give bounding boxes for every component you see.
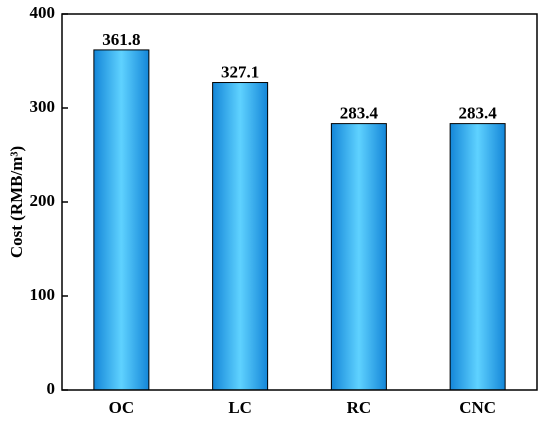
bar bbox=[212, 82, 269, 391]
value-label: 361.8 bbox=[102, 30, 140, 49]
bar bbox=[449, 123, 506, 391]
plot-frame bbox=[61, 13, 538, 391]
x-tick-label: CNC bbox=[459, 398, 496, 417]
y-tick-label: 300 bbox=[30, 97, 56, 116]
bar bbox=[330, 123, 387, 391]
bar bbox=[93, 49, 150, 391]
y-axis-label: Cost (RMB/m³) bbox=[7, 146, 26, 258]
value-label: 327.1 bbox=[221, 62, 259, 81]
x-tick-label: OC bbox=[109, 398, 135, 417]
y-tick-label: 200 bbox=[30, 191, 56, 210]
x-tick-label: RC bbox=[347, 398, 372, 417]
value-label: 283.4 bbox=[459, 104, 498, 123]
y-tick-label: 0 bbox=[47, 379, 56, 398]
y-tick-label: 400 bbox=[30, 3, 56, 22]
value-label: 283.4 bbox=[340, 104, 379, 123]
x-tick-label: LC bbox=[228, 398, 252, 417]
y-tick-label: 100 bbox=[30, 285, 56, 304]
